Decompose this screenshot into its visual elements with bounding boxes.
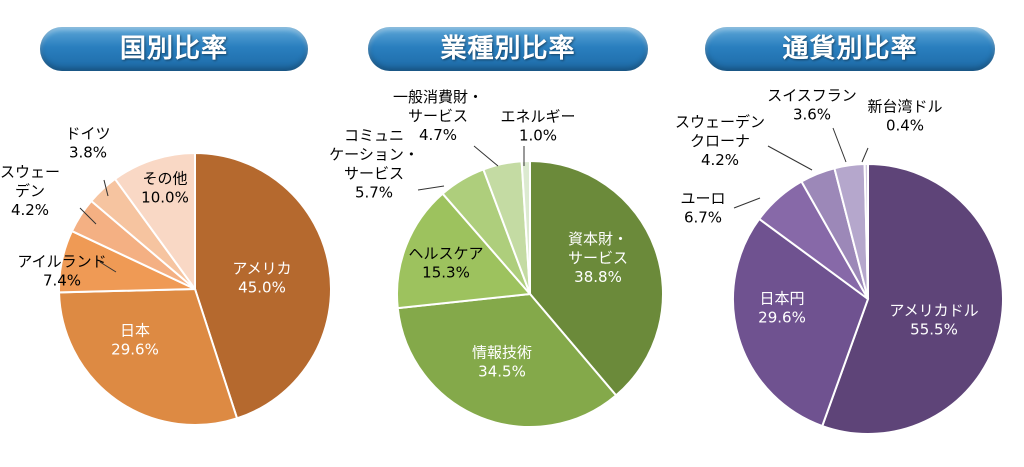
slice-label: アメリカドル 55.5% xyxy=(889,302,978,339)
pie-slice xyxy=(194,151,332,420)
slice-label: 情報技術 34.5% xyxy=(472,344,532,381)
leader-line xyxy=(832,127,847,163)
pie-slice xyxy=(113,151,196,293)
slice-label: スウェーデン 4.2% xyxy=(0,163,60,219)
leader-line xyxy=(99,261,117,273)
slice-label: 日本円 29.6% xyxy=(758,290,806,327)
pie-panel-sector: 業種別比率 資本財・サービス 38.8% 情報技術 34.5% ヘルスケア 15.3% コミ… xyxy=(329,0,680,467)
pie-slice xyxy=(520,159,531,295)
pie-slice xyxy=(820,162,1004,435)
slice-label: コミュニケーション・サービス 5.7% xyxy=(329,127,419,202)
slice-label: ドイツ 3.8% xyxy=(65,125,110,162)
leader-line xyxy=(733,197,761,209)
pie-chart-country: アメリカ 45.0% 日本 29.6%アイルランド 7.4% スウェーデン 4.2%ドイツ 3… xyxy=(0,125,332,426)
slice-label: アメリカ 45.0% xyxy=(232,260,291,297)
slice-label: 資本財・サービス 38.8% xyxy=(568,230,628,286)
slice-label: その他 10.0% xyxy=(141,170,189,207)
leader-line xyxy=(473,145,499,167)
pie-slice xyxy=(732,217,870,428)
pie-slice xyxy=(529,159,664,397)
slice-label: ヘルスケア 15.3% xyxy=(408,245,483,282)
pie-chart-currency: アメリカドル 55.5% 日本円 29.6% ユーロ 6.7% スウェーデンクローナ 4.2%… xyxy=(675,87,1004,435)
slice-label: ユーロ 6.7% xyxy=(680,190,725,227)
chart-title: 業種別比率 xyxy=(368,27,648,71)
slice-label: スイスフラン 3.6% xyxy=(767,87,857,124)
pie-slice xyxy=(58,287,239,426)
leader-line xyxy=(417,185,445,191)
chart-title: 通貨別比率 xyxy=(705,27,995,71)
slice-label: 新台湾ドル 0.4% xyxy=(867,98,942,135)
leader-line xyxy=(79,207,97,225)
pie-slice xyxy=(396,292,618,428)
leader-line xyxy=(103,179,109,197)
pie-slice xyxy=(396,192,533,310)
pie-panel-currency: 通貨別比率 アメリカドル 55.5% 日本円 29.6% ユーロ 6.7% スウェーデンクロ… xyxy=(675,0,1020,467)
slice-label: スウェーデンクローナ 4.2% xyxy=(675,113,765,169)
slice-label: アイルランド 7.4% xyxy=(17,253,106,290)
pie-panel-country: 国別比率 アメリカ 45.0% 日本 29.6% アイルランド 7.4% スウェーデン 4.2… xyxy=(0,0,340,467)
leader-line xyxy=(861,147,869,163)
slice-label: 日本 29.6% xyxy=(111,322,159,359)
pie-chart-sector: 資本財・サービス 38.8% 情報技術 34.5% ヘルスケア 15.3% コミュニケーショ… xyxy=(329,88,664,428)
slice-label: エネルギー 1.0% xyxy=(500,108,575,145)
chart-title: 国別比率 xyxy=(40,27,308,71)
pie-slice xyxy=(863,162,869,300)
slice-label: 一般消費財・サービス 4.7% xyxy=(393,88,483,144)
leader-line xyxy=(767,145,813,171)
